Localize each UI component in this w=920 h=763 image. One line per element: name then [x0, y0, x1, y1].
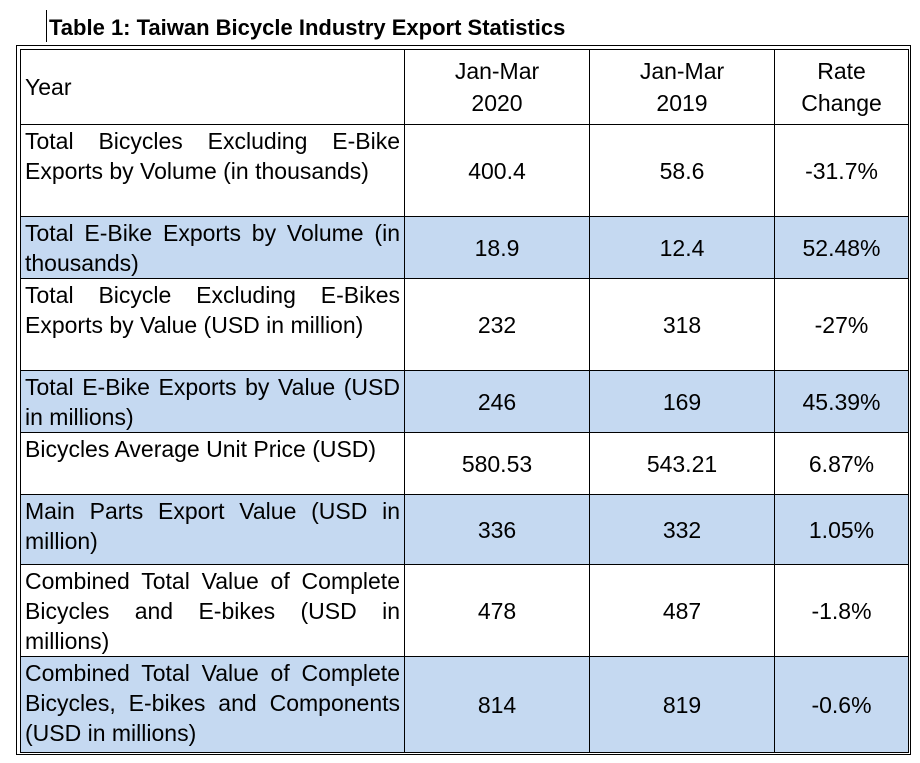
- value-2020: 246: [404, 370, 590, 433]
- header-2020-line1: Jan-Mar: [454, 58, 540, 84]
- header-row: Year Jan-Mar 2020 Jan-Mar 2019 Rate Chan…: [20, 49, 909, 125]
- rate-change: -1.8%: [774, 564, 909, 657]
- value-2020: 478: [404, 564, 590, 657]
- header-rate-line1: Rate: [817, 58, 866, 84]
- rate-change: -31.7%: [774, 124, 909, 217]
- value-2019: 543.21: [589, 432, 775, 495]
- rate-change: -27%: [774, 278, 909, 371]
- header-year: Year: [20, 49, 405, 125]
- row-label: Total Bicycles Excluding E-Bike Exports …: [20, 124, 405, 217]
- value-2020: 232: [404, 278, 590, 371]
- row-label: Combined Total Value of Complete Bicycle…: [20, 656, 405, 753]
- value-2020: 18.9: [404, 216, 590, 279]
- value-2019: 169: [589, 370, 775, 433]
- rate-change: -0.6%: [774, 656, 909, 753]
- row-label: Combined Total Value of Complete Bicycle…: [20, 564, 405, 657]
- row-label: Total E-Bike Exports by Volume (in thous…: [20, 216, 405, 279]
- value-2020: 580.53: [404, 432, 590, 495]
- table-outer-border: [16, 45, 911, 755]
- header-2019-line1: Jan-Mar: [639, 58, 725, 84]
- row-label: Bicycles Average Unit Price (USD): [20, 432, 405, 495]
- table-row: Total Bicycle Excluding E-Bikes Exports …: [20, 278, 909, 371]
- header-2019-line2: 2019: [656, 90, 708, 116]
- header-jan-mar-2020: Jan-Mar 2020: [404, 49, 590, 125]
- value-2019: 819: [589, 656, 775, 753]
- row-label: Total E-Bike Exports by Value (USD in mi…: [20, 370, 405, 433]
- table-row: Main Parts Export Value (USD in million)…: [20, 494, 909, 565]
- value-2019: 58.6: [589, 124, 775, 217]
- rate-change: 6.87%: [774, 432, 909, 495]
- row-label: Total Bicycle Excluding E-Bikes Exports …: [20, 278, 405, 371]
- header-2020-line2: 2020: [471, 90, 523, 116]
- value-2020: 336: [404, 494, 590, 565]
- table-row: Combined Total Value of Complete Bicycle…: [20, 564, 909, 657]
- table-row: Total E-Bike Exports by Value (USD in mi…: [20, 370, 909, 433]
- header-jan-mar-2019: Jan-Mar 2019: [589, 49, 775, 125]
- row-label: Main Parts Export Value (USD in million): [20, 494, 405, 565]
- header-rate-line2: Change: [801, 90, 882, 116]
- table-row: Total Bicycles Excluding E-Bike Exports …: [20, 124, 909, 217]
- rate-change: 1.05%: [774, 494, 909, 565]
- table-row: Bicycles Average Unit Price (USD) 580.53…: [20, 432, 909, 495]
- value-2019: 332: [589, 494, 775, 565]
- table-row: Combined Total Value of Complete Bicycle…: [20, 656, 909, 753]
- header-rate-change: Rate Change: [774, 49, 909, 125]
- value-2020: 400.4: [404, 124, 590, 217]
- value-2019: 487: [589, 564, 775, 657]
- rate-change: 52.48%: [774, 216, 909, 279]
- value-2019: 318: [589, 278, 775, 371]
- value-2019: 12.4: [589, 216, 775, 279]
- value-2020: 814: [404, 656, 590, 753]
- rate-change: 45.39%: [774, 370, 909, 433]
- table-title: Table 1: Taiwan Bicycle Industry Export …: [46, 10, 565, 42]
- export-statistics-table: Year Jan-Mar 2020 Jan-Mar 2019 Rate Chan…: [20, 49, 909, 753]
- table-row: Total E-Bike Exports by Volume (in thous…: [20, 216, 909, 279]
